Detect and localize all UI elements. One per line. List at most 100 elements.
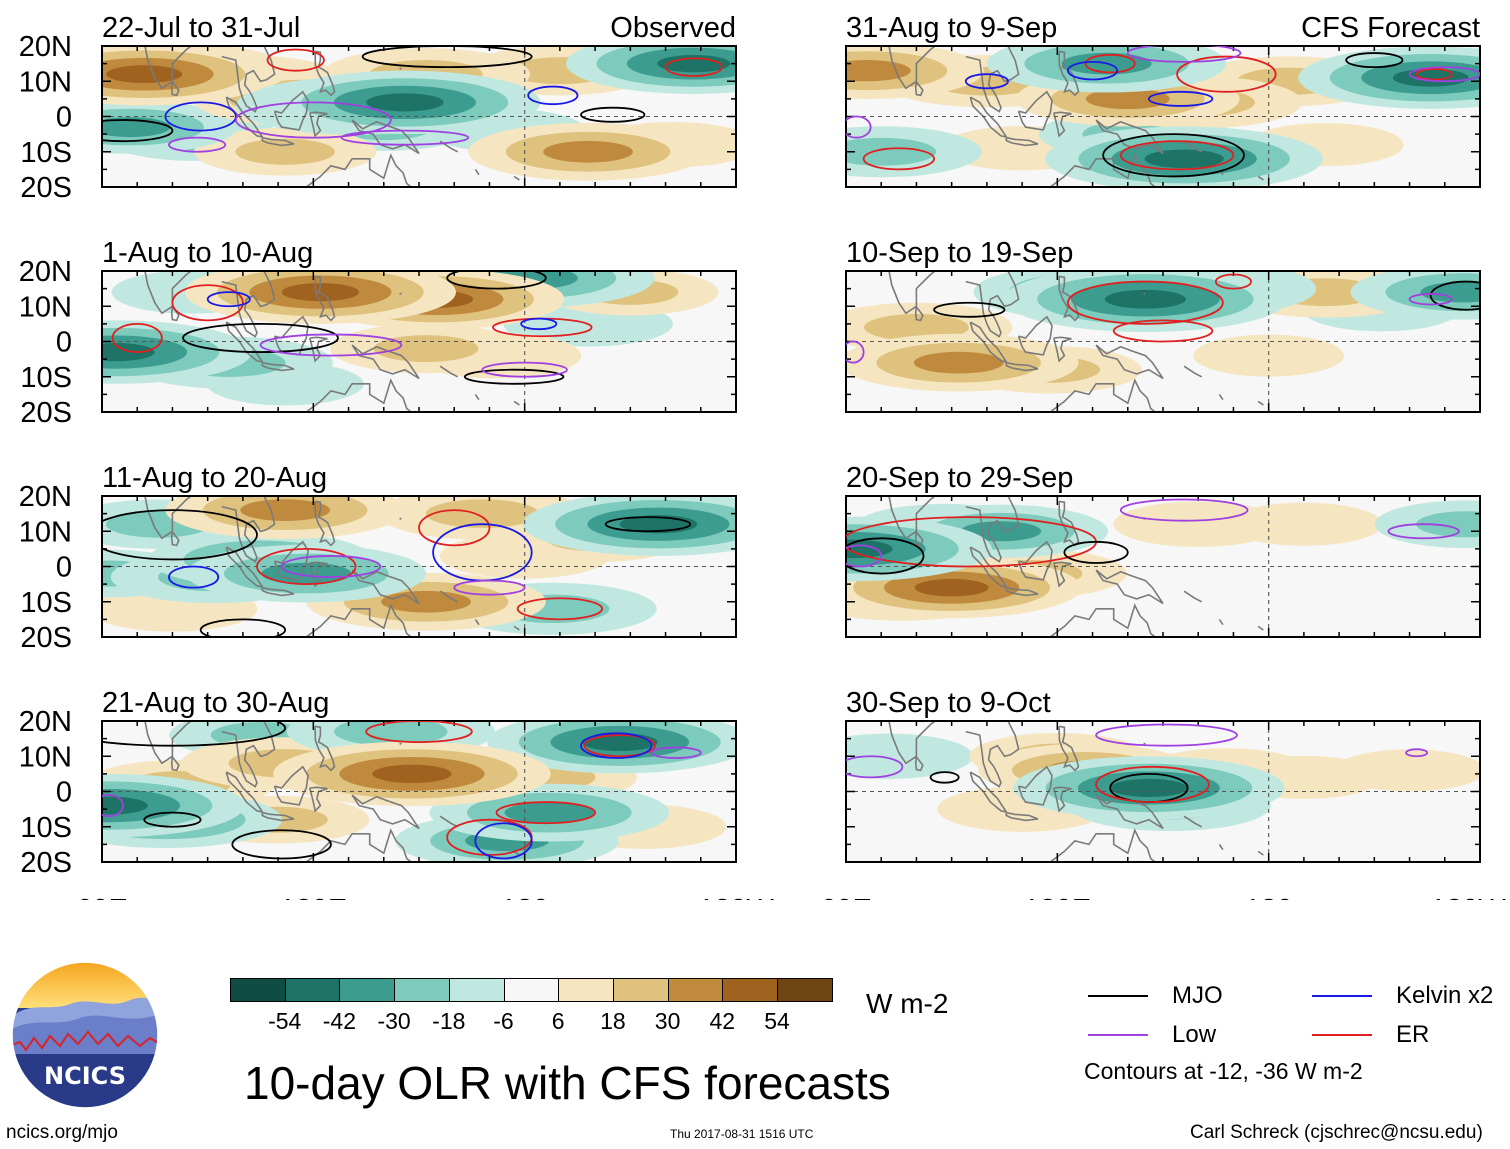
- olr-contour-fill: [235, 138, 335, 165]
- website-link[interactable]: ncics.org/mjo: [6, 1122, 118, 1143]
- coastline: [969, 771, 1009, 814]
- olr-contour-fill: [504, 801, 595, 824]
- panel-period-label: 1-Aug to 10-Aug: [102, 237, 313, 269]
- wave-contour: [168, 136, 227, 153]
- coastline: [313, 28, 317, 39]
- coastline: [1035, 603, 1157, 637]
- coastline: [439, 815, 459, 828]
- coastline: [1183, 815, 1203, 828]
- coastline: [1257, 850, 1264, 856]
- y-tick-label: 20S: [20, 847, 72, 879]
- coastline: [1005, 136, 1039, 147]
- coastline: [969, 546, 1009, 589]
- olr-contour-fill: [846, 137, 937, 166]
- wave-contour: [102, 794, 125, 818]
- wave-contour: [846, 544, 883, 568]
- wave-contour: [929, 771, 960, 784]
- wave-contour: [1405, 748, 1429, 758]
- wave-contour: [933, 301, 1006, 318]
- coastline: [399, 67, 402, 70]
- colorbar: -54 -42 -30 -18 -6 6 18 30 42 54: [230, 978, 833, 1034]
- wave-contour: [1067, 280, 1224, 325]
- olr-contour-fill: [106, 65, 183, 84]
- wave-contour: [1214, 273, 1252, 290]
- colorbar-tick-label: -30: [377, 1008, 411, 1034]
- colorbar-tick-label: 54: [764, 1008, 790, 1034]
- coastline: [314, 50, 336, 97]
- panel-period-label: 30-Sep to 9-Oct: [846, 687, 1051, 719]
- coastline: [1257, 625, 1264, 631]
- colorbar-tick-label: -6: [493, 1008, 514, 1034]
- wave-contour: [846, 115, 872, 139]
- wave-contour: [206, 291, 251, 308]
- coastline: [965, 721, 1020, 788]
- wave-contour: [102, 509, 258, 561]
- y-tick-label: 20S: [20, 397, 72, 429]
- wave-contour: [1095, 765, 1210, 803]
- colorbar-tick-label: -42: [322, 1008, 357, 1034]
- wave-contour: [1345, 52, 1404, 69]
- olr-contour-fill: [1144, 149, 1224, 169]
- wave-contour: [1067, 60, 1119, 81]
- coastline: [1035, 828, 1157, 862]
- y-tick-label: 20N: [19, 481, 72, 513]
- legend-label-mjo: MJO: [1172, 982, 1223, 1009]
- coastline: [439, 590, 459, 603]
- olr-contour-fill: [1110, 778, 1188, 798]
- coastline: [291, 828, 413, 862]
- coastline: [170, 306, 180, 322]
- coastline: [309, 111, 328, 138]
- coastline: [1218, 843, 1224, 851]
- wave-contour: [1084, 53, 1136, 74]
- coastline: [1095, 344, 1164, 380]
- coastline: [513, 175, 520, 181]
- olr-contour-fill: [1104, 289, 1186, 309]
- wave-contour: [495, 801, 597, 825]
- coastline: [144, 721, 193, 765]
- olr-panel: 20-Sep to 29-Sep: [845, 462, 1481, 638]
- coastline: [170, 531, 180, 547]
- colorbar-swatch: [503, 978, 560, 1002]
- olr-contour-fill: [543, 140, 633, 163]
- olr-contour-fill: [581, 733, 658, 752]
- wave-contour: [580, 732, 653, 759]
- olr-contour-fill: [1416, 511, 1480, 538]
- wave-contour: [171, 284, 244, 322]
- wave-contour: [446, 271, 547, 290]
- panel-period-label: 31-Aug to 9-Sep: [846, 12, 1057, 44]
- coastline: [1005, 811, 1039, 822]
- coastline: [914, 756, 924, 772]
- colorbar-tick-label: -54: [268, 1008, 302, 1034]
- y-tick-label: 20N: [19, 256, 72, 288]
- colorbar-tick-label: 42: [709, 1008, 736, 1034]
- panel-period-label: 10-Sep to 19-Sep: [846, 237, 1073, 269]
- wave-contour: [102, 721, 287, 747]
- coastline: [1058, 50, 1080, 97]
- wave-contour: [664, 57, 723, 77]
- coastline: [221, 46, 276, 113]
- wave-contour: [862, 147, 935, 171]
- x-tick-label: 120W: [1430, 894, 1506, 900]
- olr-contour-fill: [914, 578, 989, 597]
- y-tick-label: 10S: [20, 362, 72, 394]
- wave-contour: [111, 322, 163, 353]
- legend-label-kelvin: Kelvin x2: [1396, 982, 1494, 1009]
- coastline: [888, 721, 937, 765]
- wave-contour: [102, 119, 174, 143]
- x-tick-label: 120W: [698, 894, 774, 900]
- wave-contour: [463, 368, 565, 385]
- olr-contour-fill: [960, 521, 1042, 542]
- coastline: [221, 721, 276, 788]
- wave-contour: [520, 317, 558, 331]
- coastline: [291, 603, 413, 637]
- coastline: [1053, 336, 1072, 363]
- y-tick-label: 10N: [19, 291, 72, 323]
- wave-contour: [1119, 140, 1235, 171]
- coastline: [351, 794, 420, 830]
- coastline: [1058, 275, 1080, 322]
- wave-contour: [168, 565, 220, 589]
- wave-contour: [964, 73, 1009, 90]
